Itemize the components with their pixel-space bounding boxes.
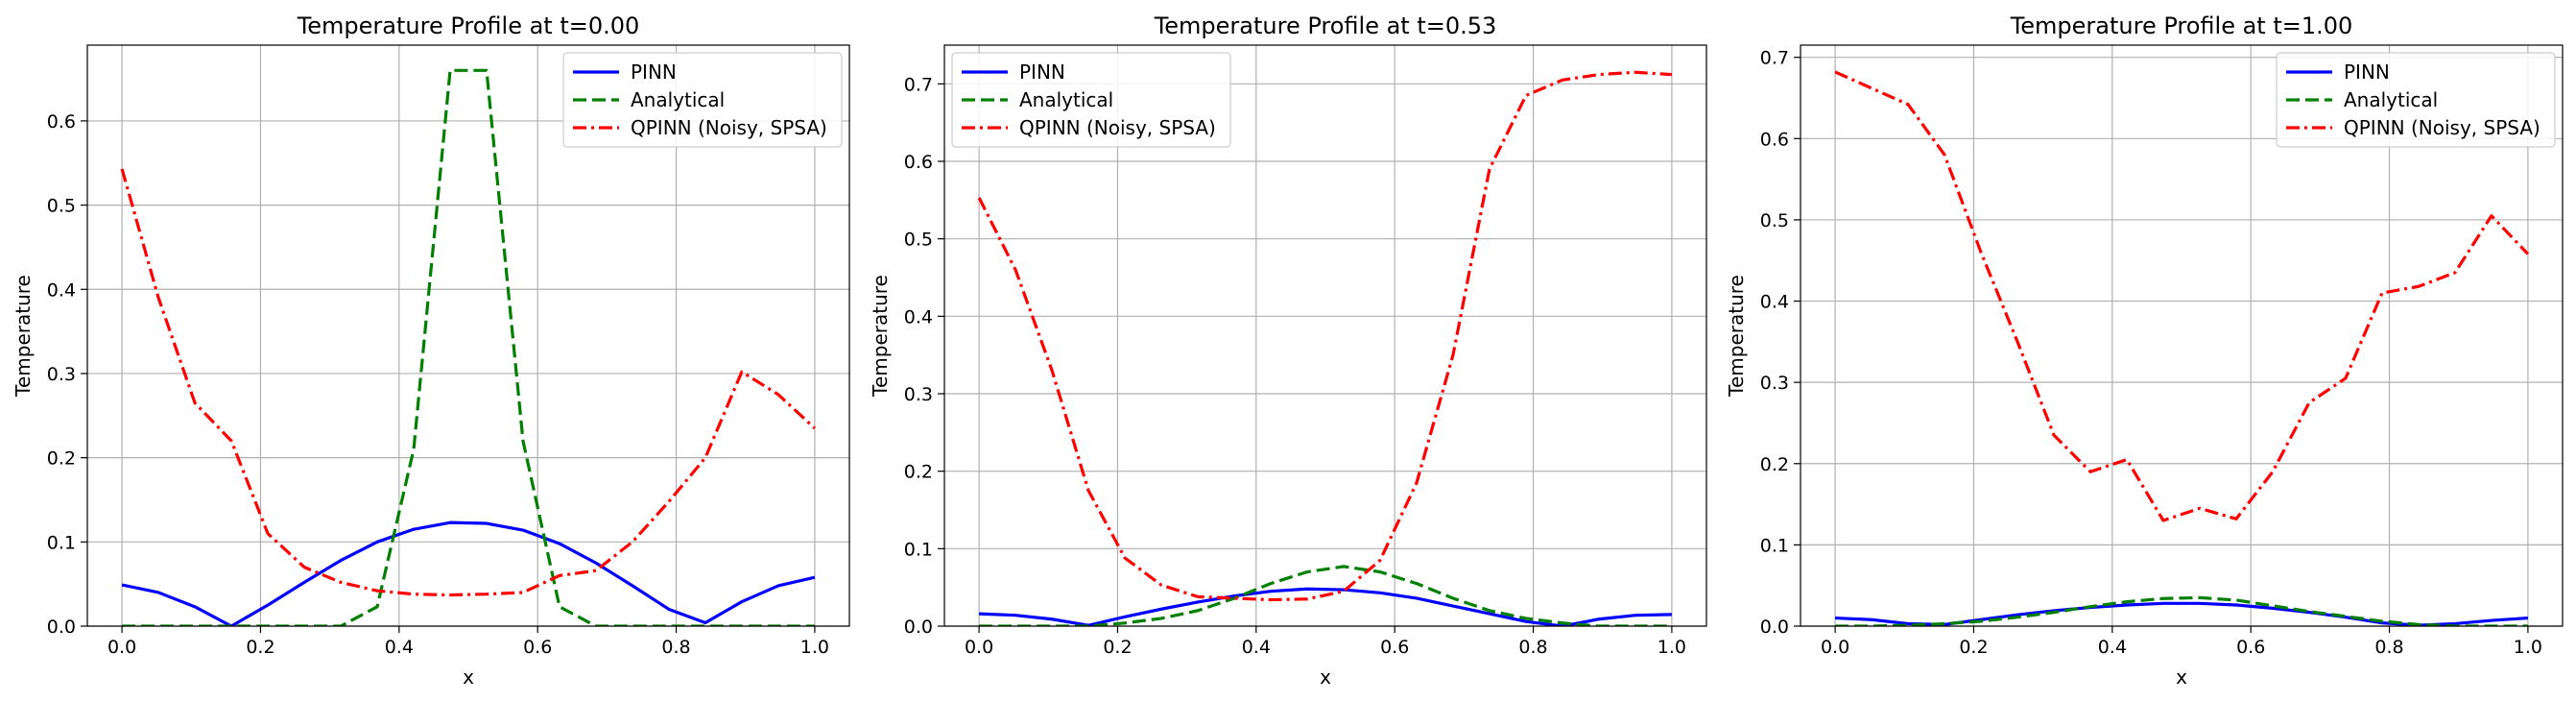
legend-label: QPINN (Noisy, SPSA) [2344, 116, 2540, 139]
axes-frame [943, 44, 1707, 627]
x-tick-label: 0.6 [1380, 637, 1409, 658]
x-tick-label: 0.0 [965, 637, 993, 658]
series-line-qpinn-noisy-spsa [977, 70, 1673, 602]
legend-label: PINN [631, 61, 677, 84]
y-tick-label: 0.2 [47, 448, 76, 470]
y-tick-label: 0.3 [1760, 373, 1789, 394]
legend-box [951, 52, 1231, 148]
x-tick-label: 1.0 [1658, 637, 1686, 658]
y-tick-label: 0.3 [904, 384, 933, 405]
x-tick-label: 0.4 [2098, 637, 2127, 658]
y-axis-label: Temperature [12, 275, 35, 398]
series-line-analytical [122, 68, 815, 626]
x-tick-label: 0.8 [661, 637, 690, 658]
y-tick-label: 0.0 [47, 617, 76, 638]
y-tick-label: 0.1 [47, 532, 76, 553]
y-tick-label: 0.4 [1760, 292, 1789, 313]
y-tick-label: 0.3 [47, 364, 76, 385]
y-tick-label: 0.4 [47, 279, 76, 301]
y-tick-label: 0.6 [47, 111, 76, 133]
legend: PINN Analytical QPINN (Noisy, SPSA) [562, 52, 843, 148]
y-tick-label: 0.5 [47, 196, 76, 217]
legend-label: Analytical [631, 88, 725, 111]
x-tick-label: 1.0 [800, 637, 829, 658]
legend-label: QPINN (Noisy, SPSA) [1019, 116, 1216, 139]
axes-frame [86, 44, 850, 627]
x-axis-label: x [1320, 666, 1331, 689]
x-tick-label: 0.4 [1242, 637, 1271, 658]
chart-title: Temperature Profile at t=0.00 [297, 12, 640, 39]
y-tick-label: 0.2 [904, 462, 933, 483]
x-tick-label: 0.2 [246, 637, 274, 658]
legend-label: QPINN (Noisy, SPSA) [631, 116, 827, 139]
series-line-pinn [121, 520, 816, 626]
series-line-analytical [1835, 595, 2528, 626]
legend-label: PINN [2344, 61, 2390, 84]
series-line-pinn [979, 587, 1672, 626]
legend-box [562, 52, 843, 148]
y-tick-label: 0.5 [1760, 210, 1789, 231]
y-tick-label: 0.6 [904, 152, 933, 173]
y-tick-label: 0.2 [1760, 454, 1789, 475]
chart-3: 0.0 0.2 0.4 0.6 0.8 1.0 0.0 0.1 0.2 0.3 0.4 0.5 0.6 0… [1725, 12, 2564, 689]
y-axis-label: Temperature [1725, 275, 1748, 398]
legend-box [2276, 52, 2556, 148]
y-tick-label: 0.6 [1760, 129, 1789, 150]
chart-title: Temperature Profile at t=1.00 [2010, 12, 2353, 39]
y-tick-label: 0.0 [1760, 617, 1789, 638]
x-tick-label: 0.2 [1103, 637, 1132, 658]
y-axis-label: Temperature [869, 275, 892, 398]
chart-2: 0.0 0.2 0.4 0.6 0.8 1.0 0.0 0.1 0.2 0.3 0.4 0.5 0.6 0… [869, 12, 1707, 689]
y-tick-label: 0.1 [1760, 535, 1789, 556]
x-tick-label: 0.6 [523, 637, 552, 658]
x-tick-label: 0.2 [1959, 637, 1988, 658]
chart-1: 0.0 0.2 0.4 0.6 0.8 1.0 0.0 0.1 0.2 0.3 0.4 0.5 0.6 T… [12, 12, 850, 689]
y-tick-label: 0.7 [1760, 48, 1789, 69]
series-line-qpinn-noisy-spsa [120, 168, 816, 597]
legend: PINN Analytical QPINN (Noisy, SPSA) [951, 52, 1231, 148]
y-tick-label: 0.1 [904, 539, 933, 560]
x-axis-label: x [2176, 666, 2187, 689]
x-axis-label: x [463, 666, 474, 689]
y-tick-label: 0.5 [904, 230, 933, 251]
x-tick-label: 1.0 [2514, 637, 2542, 658]
chart-title: Temperature Profile at t=0.53 [1154, 12, 1497, 39]
y-tick-label: 0.4 [904, 306, 933, 327]
x-tick-label: 0.0 [1821, 637, 1849, 658]
y-tick-label: 0.7 [904, 74, 933, 95]
legend: PINN Analytical QPINN (Noisy, SPSA) [2276, 52, 2556, 148]
x-tick-label: 0.8 [2374, 637, 2403, 658]
x-tick-label: 0.0 [107, 637, 136, 658]
series-line-qpinn-noisy-spsa [1834, 70, 2530, 522]
x-tick-label: 0.4 [385, 637, 414, 658]
legend-label: Analytical [2344, 88, 2438, 111]
axes-frame [1800, 44, 2564, 627]
legend-label: PINN [1019, 61, 1065, 84]
legend-label: Analytical [1019, 88, 1113, 111]
x-tick-label: 0.8 [1518, 637, 1547, 658]
y-tick-label: 0.0 [904, 617, 933, 638]
series-line-pinn [1835, 601, 2529, 626]
x-tick-label: 0.6 [2236, 637, 2265, 658]
